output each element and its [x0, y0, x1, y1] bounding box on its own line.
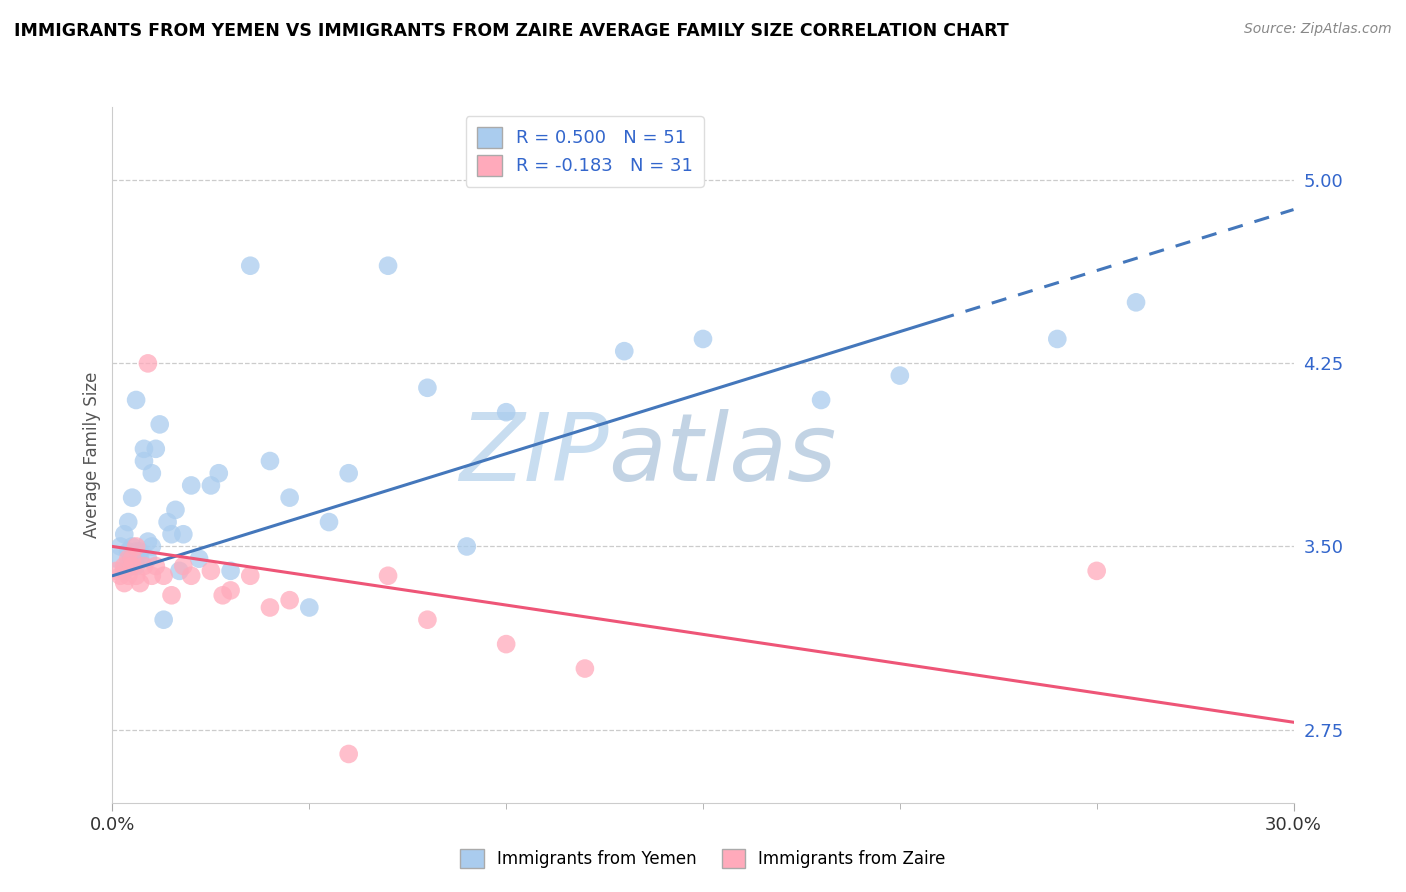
Point [613, 344, 636, 359]
Point [152, 613, 174, 627]
Point [337, 467, 360, 481]
Point [141, 467, 163, 481]
Point [105, 564, 128, 578]
Point [136, 356, 159, 370]
Point [208, 467, 231, 481]
Text: IMMIGRANTS FROM YEMEN VS IMMIGRANTS FROM ZAIRE AVERAGE FAMILY SIZE CORRELATION C: IMMIGRANTS FROM YEMEN VS IMMIGRANTS FROM… [14, 22, 1010, 40]
Point [377, 568, 399, 582]
Point [125, 540, 148, 554]
Point [125, 559, 148, 574]
Point [132, 559, 155, 574]
Point [239, 259, 262, 273]
Point [239, 568, 262, 582]
Point [219, 564, 242, 578]
Text: ZIP: ZIP [458, 409, 609, 500]
Point [172, 527, 194, 541]
Point [456, 540, 478, 554]
Point [121, 559, 143, 574]
Text: atlas: atlas [609, 409, 837, 500]
Point [112, 559, 135, 574]
Point [105, 551, 128, 566]
Point [1085, 564, 1108, 578]
Point [574, 661, 596, 675]
Point [141, 540, 163, 554]
Point [132, 442, 155, 456]
Point [889, 368, 911, 383]
Point [121, 491, 143, 505]
Point [1046, 332, 1069, 346]
Point [180, 478, 202, 492]
Point [145, 442, 167, 456]
Point [692, 332, 714, 346]
Point [121, 559, 143, 574]
Point [145, 559, 167, 574]
Point [160, 588, 183, 602]
Point [416, 613, 439, 627]
Point [117, 551, 139, 566]
Point [112, 576, 135, 591]
Point [377, 259, 399, 273]
Legend: Immigrants from Yemen, Immigrants from Zaire: Immigrants from Yemen, Immigrants from Z… [454, 842, 952, 874]
Point [125, 568, 148, 582]
Point [169, 564, 191, 578]
Text: Source: ZipAtlas.com: Source: ZipAtlas.com [1244, 22, 1392, 37]
Point [200, 478, 222, 492]
Point [112, 564, 135, 578]
Point [110, 568, 132, 582]
Point [172, 559, 194, 574]
Point [152, 568, 174, 582]
Point [211, 588, 233, 602]
Point [416, 381, 439, 395]
Point [810, 392, 832, 407]
Point [149, 417, 172, 432]
Point [180, 568, 202, 582]
Point [188, 551, 211, 566]
Point [121, 551, 143, 566]
Point [125, 392, 148, 407]
Point [129, 551, 152, 566]
Y-axis label: Average Family Size: Average Family Size [83, 372, 101, 538]
Point [136, 551, 159, 566]
Point [165, 503, 187, 517]
Point [121, 540, 143, 554]
Point [160, 527, 183, 541]
Point [298, 600, 321, 615]
Point [337, 747, 360, 761]
Point [219, 583, 242, 598]
Point [129, 576, 152, 591]
Point [495, 637, 517, 651]
Point [259, 454, 281, 468]
Point [278, 593, 301, 607]
Point [117, 559, 139, 574]
Point [117, 568, 139, 582]
Point [495, 405, 517, 419]
Point [259, 600, 281, 615]
Point [125, 544, 148, 558]
Point [141, 568, 163, 582]
Point [132, 454, 155, 468]
Point [1125, 295, 1147, 310]
Point [200, 564, 222, 578]
Point [112, 527, 135, 541]
Point [117, 515, 139, 529]
Point [136, 534, 159, 549]
Point [156, 515, 179, 529]
Point [278, 491, 301, 505]
Point [318, 515, 340, 529]
Point [129, 544, 152, 558]
Point [121, 551, 143, 566]
Point [117, 544, 139, 558]
Point [110, 540, 132, 554]
